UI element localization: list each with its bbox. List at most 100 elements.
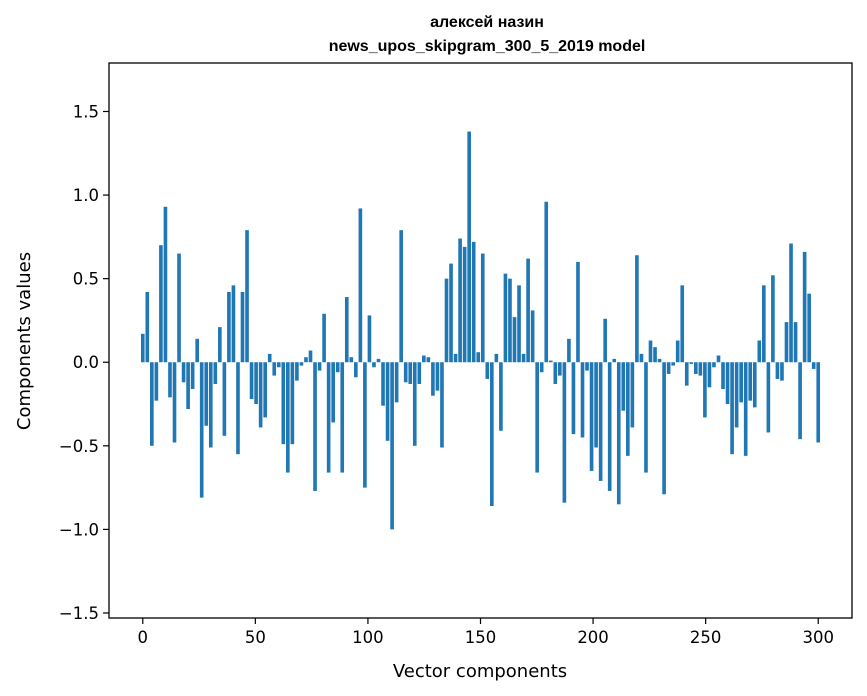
bar xyxy=(707,362,712,388)
bar xyxy=(639,353,644,363)
bar xyxy=(317,362,322,371)
bar xyxy=(612,358,617,363)
bar xyxy=(426,357,431,363)
bar xyxy=(571,362,576,435)
bar xyxy=(675,340,680,363)
bar xyxy=(254,362,258,405)
bar xyxy=(290,362,295,445)
bar xyxy=(512,317,517,363)
bar xyxy=(399,230,403,363)
bar xyxy=(417,362,422,384)
bar xyxy=(331,362,335,423)
bar xyxy=(567,338,571,363)
y-tick-label: 1.5 xyxy=(73,102,99,121)
bar xyxy=(648,340,653,363)
bar xyxy=(231,285,236,363)
bar xyxy=(190,362,195,389)
y-tick-label: 1.0 xyxy=(73,186,99,205)
bar xyxy=(553,362,558,384)
bar xyxy=(802,251,807,363)
bar xyxy=(485,362,490,379)
bar xyxy=(444,278,449,363)
bar xyxy=(684,362,689,386)
bar xyxy=(363,362,367,488)
x-tick-label: 100 xyxy=(352,628,384,647)
bar xyxy=(213,362,218,384)
y-tick-label: −0.5 xyxy=(59,437,99,456)
bar xyxy=(467,131,471,363)
bar xyxy=(816,362,821,443)
bar xyxy=(335,362,340,373)
bar xyxy=(186,362,190,410)
bar xyxy=(313,362,317,491)
bar xyxy=(793,322,798,363)
bar xyxy=(780,362,784,381)
bar xyxy=(240,292,245,363)
bar xyxy=(499,362,503,431)
bar xyxy=(299,362,304,366)
bar xyxy=(304,357,308,363)
bar xyxy=(145,292,150,363)
bar xyxy=(603,318,607,363)
bar xyxy=(807,293,811,363)
bar xyxy=(762,285,766,363)
bar xyxy=(580,362,585,438)
bar xyxy=(181,362,186,383)
bar xyxy=(490,362,494,506)
bar xyxy=(548,360,553,363)
bar xyxy=(267,353,272,363)
bar xyxy=(394,362,399,403)
bar xyxy=(471,241,476,363)
bar xyxy=(236,362,240,455)
bar xyxy=(308,350,313,363)
bar xyxy=(412,362,417,446)
y-tick-label: −1.0 xyxy=(59,520,99,539)
bar xyxy=(771,275,775,363)
bar xyxy=(725,362,730,405)
y-tick-label: 0.0 xyxy=(73,353,99,372)
bar xyxy=(218,327,222,363)
bar xyxy=(354,362,358,378)
bar xyxy=(431,362,435,396)
bar xyxy=(712,362,716,368)
bar xyxy=(811,362,816,369)
bar xyxy=(168,362,172,398)
bar xyxy=(403,362,408,383)
bar xyxy=(616,362,621,505)
bar xyxy=(177,253,181,363)
bar xyxy=(494,353,499,363)
x-tick-label: 300 xyxy=(802,628,834,647)
bar xyxy=(422,355,426,363)
bar xyxy=(698,362,703,376)
bar xyxy=(662,362,666,495)
bar xyxy=(530,310,535,363)
bar xyxy=(635,255,639,363)
bar xyxy=(462,246,467,363)
bar xyxy=(503,273,508,363)
bar xyxy=(263,362,267,418)
bar xyxy=(453,353,458,363)
bar xyxy=(689,362,694,364)
bar xyxy=(476,352,481,363)
bar xyxy=(344,297,349,363)
bar xyxy=(208,362,213,448)
bar xyxy=(544,201,549,363)
bar xyxy=(598,362,603,481)
bar xyxy=(340,362,345,473)
bar xyxy=(730,362,734,455)
bar xyxy=(752,362,757,408)
bar xyxy=(721,362,725,389)
bar xyxy=(766,362,771,433)
bar xyxy=(576,261,580,363)
bar xyxy=(798,362,802,440)
bar xyxy=(671,362,675,366)
bar xyxy=(154,362,159,401)
bar xyxy=(272,362,277,376)
bar xyxy=(757,340,762,363)
bar xyxy=(376,358,381,363)
chart-title: алексей назин xyxy=(430,14,544,31)
bar xyxy=(358,208,363,363)
y-axis-ticks: −1.5 −1.0 −0.5 0.0 0.5 1.0 1.5 xyxy=(59,102,109,623)
